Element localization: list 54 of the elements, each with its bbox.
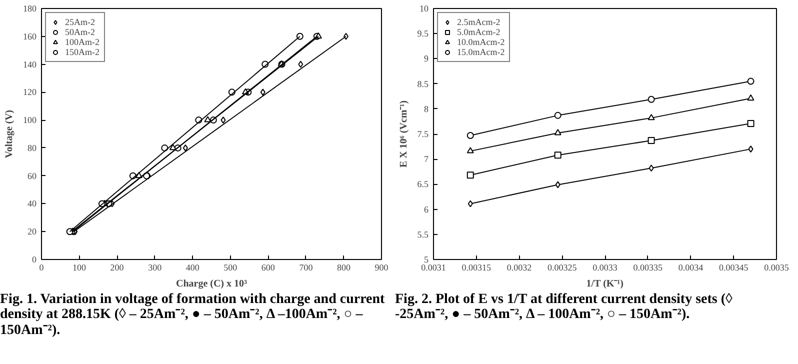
- y-tick-label: 0: [32, 254, 37, 264]
- x-tick-label: 0.0031: [421, 262, 446, 272]
- y-tick-label: 120: [23, 87, 37, 98]
- caption: Fig. 2. Plot of E vs 1/T at different current density sets (◊ -25Am⁻², ● – 50Am⁻², Δ – 100Am⁻², ○ – 150Am⁻²).: [395, 292, 734, 323]
- y-tick-label: 10: [420, 4, 429, 14]
- y-tick-label: 8: [424, 104, 429, 114]
- y-tick-label: 7: [424, 154, 429, 164]
- y-axis-title: Voltage (V): [4, 110, 15, 158]
- x-tick-label: 400: [186, 262, 200, 272]
- x-tick-label: 200: [110, 262, 124, 272]
- legend-label: 2.5mAcm-2: [457, 17, 500, 27]
- y-tick-label: 160: [23, 31, 37, 42]
- x-tick-label: 0.0032: [506, 262, 532, 272]
- y-tick-label: 6.5: [417, 179, 429, 190]
- y-tick-label: 60: [28, 170, 37, 181]
- legend-label: 50Am-2: [65, 27, 95, 37]
- legend-label: 15.0mAcm-2: [457, 47, 505, 57]
- legend-label: 150Am-2: [65, 47, 100, 57]
- x-tick-label: 0.00345: [719, 262, 749, 272]
- x-tick-label: 0: [39, 262, 44, 272]
- y-tick-label: 40: [28, 198, 37, 209]
- x-tick-label: 0.0034: [678, 262, 704, 272]
- legend-label: 100Am-2: [65, 37, 100, 47]
- x-tick-label: 300: [148, 262, 162, 272]
- y-tick-label: 5.5: [417, 229, 429, 240]
- x-tick-label: 0.00325: [548, 262, 578, 272]
- legend-label: 25Am-2: [65, 17, 95, 27]
- y-tick-label: 9: [424, 54, 429, 64]
- x-tick-label: 100: [72, 262, 87, 272]
- y-axis-title: E X 10⁶ (Vcm⁻¹): [398, 100, 410, 168]
- x-tick-label: 500: [224, 262, 238, 272]
- x-tick-label: 0.00335: [633, 262, 663, 272]
- x-axis-title: 1/T (K⁻¹): [586, 278, 624, 290]
- x-tick-label: 900: [374, 262, 389, 272]
- x-tick-label: 700: [299, 262, 314, 272]
- y-tick-label: 6: [424, 204, 429, 214]
- legend-label: 10.0mAcm-2: [457, 37, 505, 47]
- y-tick-label: 5: [424, 254, 429, 264]
- y-tick-label: 20: [28, 226, 37, 237]
- x-tick-label: 600: [261, 262, 276, 272]
- x-tick-label: 0.0033: [592, 262, 618, 272]
- y-tick-label: 9.5: [417, 28, 429, 39]
- y-tick-label: 80: [28, 142, 37, 153]
- y-tick-label: 7.5: [417, 129, 429, 139]
- caption: Fig. 1. Variation in voltage of formation with charge and current density at 288.15K (◊ – 25Am⁻², ● – 50Am⁻², Δ –100Am⁻², ○ –150Am⁻²).: [0, 292, 386, 338]
- legend-label: 5.0mAcm-2: [457, 27, 500, 37]
- y-tick-label: 140: [23, 59, 37, 70]
- y-tick-label: 100: [23, 115, 37, 126]
- y-tick-label: 8.5: [417, 78, 429, 89]
- x-tick-label: 0.0035: [764, 262, 790, 272]
- x-axis-title: Charge (C) x 10³: [176, 278, 248, 290]
- y-tick-label: 180: [23, 4, 37, 14]
- x-tick-label: 0.00315: [462, 262, 492, 272]
- x-tick-label: 800: [336, 262, 351, 272]
